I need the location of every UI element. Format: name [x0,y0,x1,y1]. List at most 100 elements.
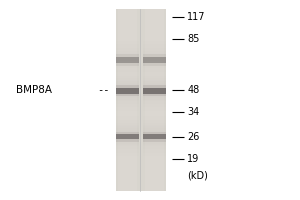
Bar [143,99,166,100]
Bar [143,39,166,40]
Bar [143,97,166,98]
Bar [116,86,139,87]
Bar [143,95,166,96]
Bar [143,134,166,135]
Bar [116,55,139,56]
Bar [143,59,166,60]
Bar [116,48,139,49]
Bar [116,157,139,158]
Bar [116,155,139,156]
Bar [116,110,139,111]
Bar [116,131,139,132]
Bar [143,149,166,150]
Bar [143,57,166,63]
Bar [143,70,166,71]
Bar [143,81,166,82]
Bar [143,127,166,128]
Bar [116,132,139,133]
Bar [116,49,139,50]
Bar [116,78,139,79]
Bar [143,118,166,119]
Bar [143,106,166,107]
Bar [143,152,166,153]
Bar [116,142,139,143]
Bar [143,90,166,91]
Bar [116,124,139,125]
Bar [116,152,139,153]
Bar [143,53,166,54]
Bar [116,128,139,129]
Text: 34: 34 [187,107,200,117]
Bar [116,117,139,118]
Bar [143,56,166,57]
Bar [143,76,166,77]
Bar [116,156,139,157]
Bar [143,74,166,75]
Bar [143,115,166,116]
Bar [116,67,139,68]
Bar [143,71,166,72]
Text: 26: 26 [187,132,200,142]
Bar [116,136,139,137]
Bar [116,56,139,57]
Bar [116,46,139,47]
Bar [116,97,139,98]
Bar [116,62,139,63]
Bar [143,54,166,66]
Bar [116,144,139,145]
Bar [143,102,166,103]
Bar [143,77,166,78]
Bar [143,130,166,131]
Bar [116,122,139,123]
Bar [116,93,139,94]
Bar [143,47,166,48]
Bar [116,123,139,124]
Bar [143,140,166,141]
Bar [116,71,139,72]
Bar [116,64,139,65]
Bar [143,120,166,121]
Bar [143,154,166,155]
Bar [116,60,139,61]
Bar [116,79,139,80]
Bar [116,40,139,41]
Bar [143,129,166,130]
Bar [116,9,166,191]
Bar [143,54,166,55]
Bar [116,91,139,92]
Bar [143,79,166,80]
Bar [143,98,166,99]
Bar [116,137,139,138]
Bar [143,101,166,102]
Bar [143,151,166,152]
Bar [116,94,139,95]
Bar [143,45,166,46]
Bar [143,153,166,154]
Bar [143,134,166,139]
Bar [143,122,166,123]
Bar [143,109,166,110]
Bar [116,66,139,67]
Bar [143,62,166,63]
Bar [143,147,166,148]
Bar [143,67,166,68]
Bar [116,129,139,130]
Bar [116,106,139,107]
Bar [116,115,139,116]
Bar [116,58,139,59]
Bar [143,72,166,73]
Bar [116,138,139,139]
Bar [116,112,139,113]
Bar [116,85,139,96]
Bar [143,119,166,120]
Bar [143,135,166,136]
Bar [143,144,166,145]
Bar [143,69,166,70]
Bar [143,155,166,156]
Bar [116,103,139,104]
Bar [143,131,166,132]
Bar [116,151,139,152]
Bar [116,104,139,105]
Bar [143,66,166,67]
Bar [116,148,139,149]
